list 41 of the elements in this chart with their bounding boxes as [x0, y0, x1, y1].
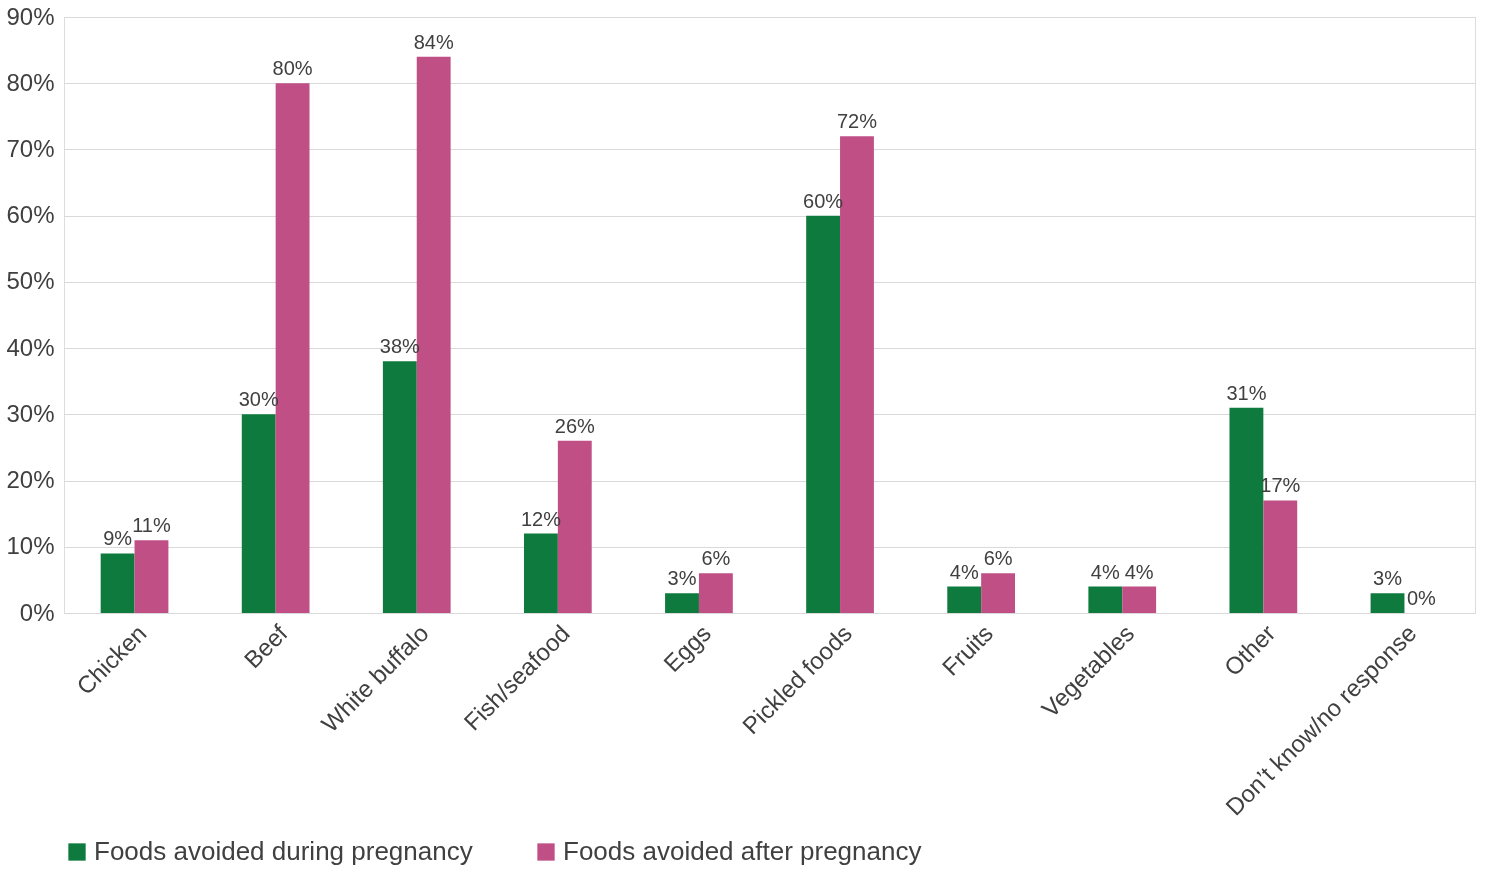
- y-tick-label: 20%: [6, 466, 55, 494]
- bar: [523, 533, 558, 613]
- bar: [100, 553, 135, 613]
- y-tick-label: 0%: [19, 598, 55, 626]
- data-label: 11%: [132, 514, 171, 537]
- y-tick-label: 70%: [6, 134, 55, 162]
- y-tick-label: 80%: [6, 68, 55, 96]
- bar: [241, 414, 276, 613]
- y-tick-label: 30%: [6, 399, 55, 427]
- data-label: 9%: [103, 527, 133, 550]
- data-label: 3%: [667, 567, 697, 590]
- data-label: 0%: [1406, 587, 1437, 609]
- data-label: 4%: [949, 560, 979, 583]
- data-label: 6%: [983, 547, 1013, 570]
- data-label: 3%: [1373, 567, 1403, 590]
- y-tick-label: 10%: [6, 532, 55, 560]
- bar: [981, 573, 1016, 613]
- bar: [1122, 586, 1157, 613]
- bar: [947, 586, 982, 613]
- bar: [698, 573, 733, 613]
- data-label: 6%: [701, 547, 731, 570]
- legend-label: Foods avoided during pregnancy: [94, 836, 473, 866]
- data-label: 72%: [836, 110, 878, 133]
- bar: [1370, 593, 1405, 613]
- data-label: 4%: [1124, 560, 1154, 583]
- y-tick-label: 50%: [6, 267, 55, 295]
- bar: [382, 361, 417, 613]
- bar: [806, 215, 841, 613]
- data-label: 26%: [554, 414, 596, 437]
- data-label: 31%: [1226, 381, 1267, 404]
- y-tick-label: 90%: [6, 2, 55, 30]
- bar: [134, 540, 169, 613]
- y-tick-label: 60%: [6, 201, 55, 229]
- y-tick-label: 40%: [6, 333, 55, 361]
- bar: [1263, 500, 1298, 613]
- data-label: 84%: [413, 30, 454, 53]
- legend-label: Foods avoided after pregnancy: [563, 836, 922, 866]
- data-label: 80%: [272, 57, 313, 80]
- bar: [665, 593, 699, 613]
- bar: [1088, 586, 1123, 613]
- data-label: 4%: [1090, 560, 1120, 583]
